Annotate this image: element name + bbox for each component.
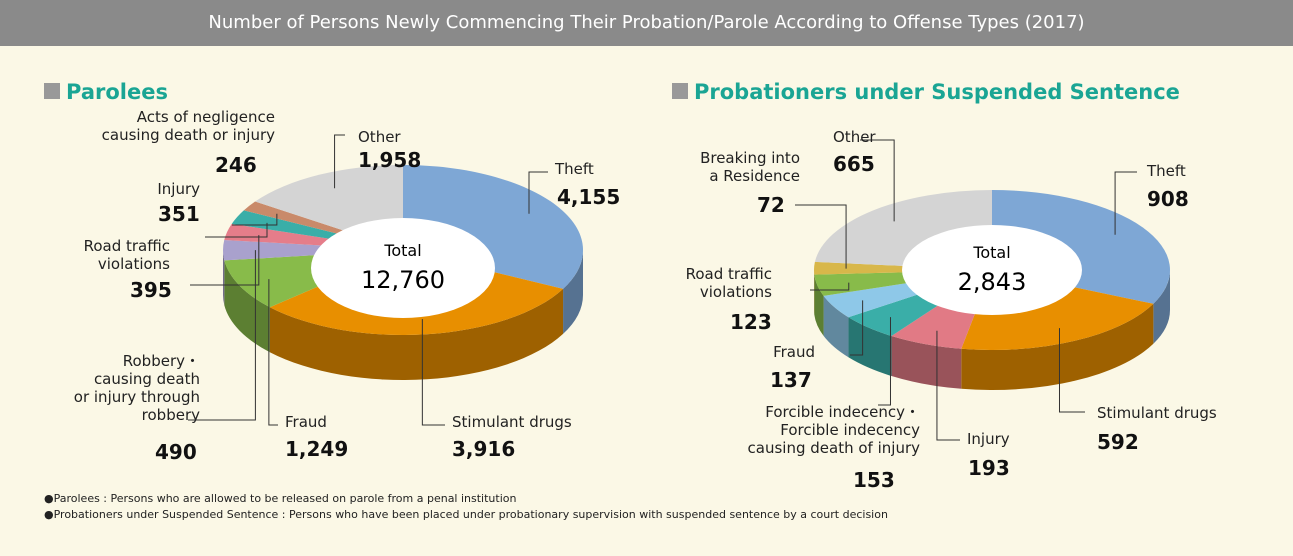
category-label: Acts of negligence causing death or inju…: [101, 108, 275, 144]
leader-line: [936, 330, 960, 441]
slice: [223, 239, 403, 261]
category-label: Injury: [157, 180, 200, 198]
category-label: Stimulant drugs: [1097, 404, 1217, 422]
leader-line: [878, 317, 891, 406]
category-label: Injury: [967, 430, 1010, 448]
category-label: Stimulant drugs: [452, 413, 572, 431]
leader-line: [1114, 171, 1137, 235]
category-label: Other: [833, 128, 876, 146]
total-label: 2,843: [958, 268, 1027, 296]
category-label: Fraud: [285, 413, 327, 431]
center-hole: [902, 225, 1082, 315]
value-label: 193: [968, 456, 1010, 480]
value-label: 1,249: [285, 437, 349, 461]
value-label: 123: [730, 310, 772, 334]
slice-side: [563, 250, 583, 334]
slice-side: [1153, 270, 1170, 344]
leader-line: [860, 139, 895, 222]
value-label: 153: [853, 468, 895, 492]
leader-line: [188, 250, 256, 421]
value-label: 490: [155, 440, 197, 464]
leader-line: [205, 222, 268, 238]
leader-line: [528, 171, 548, 214]
value-label: 246: [215, 153, 257, 177]
category-label: Road traffic violations: [685, 265, 772, 301]
category-label: Robbery・ causing death or injury through…: [73, 352, 200, 424]
slice-side: [848, 317, 892, 377]
leader-line: [268, 279, 278, 426]
slice-side: [961, 303, 1154, 391]
leader-line: [810, 282, 850, 291]
value-label: 665: [833, 152, 875, 176]
value-label: 351: [158, 202, 200, 226]
chart-title: Probationers under Suspended Sentence: [694, 80, 1180, 104]
value-label: 1,958: [358, 148, 422, 172]
slice-side: [224, 260, 270, 353]
category-label: Forcible indecency・ Forcible indecency c…: [747, 403, 920, 457]
header-title: Number of Persons Newly Commencing Their…: [0, 0, 1293, 46]
leader-line: [334, 134, 345, 189]
value-label: 908: [1147, 187, 1189, 211]
category-label: Other: [358, 128, 401, 146]
center-label: Total: [972, 243, 1010, 262]
slice-side: [823, 295, 849, 358]
value-label: 72: [757, 193, 785, 217]
leader-line: [1058, 328, 1085, 413]
category-label: Road traffic violations: [83, 237, 170, 273]
center-hole: [311, 218, 495, 318]
leader-line: [421, 319, 445, 426]
section-title: Probationers under Suspended Sentence: [672, 80, 1180, 104]
footnote: ●Parolees : Persons who are allowed to b…: [44, 492, 517, 505]
total-label: 12,760: [361, 266, 445, 294]
slice-side: [891, 336, 962, 389]
category-label: Breaking into a Residence: [700, 149, 800, 185]
leader-line: [795, 204, 847, 269]
leader-line: [850, 300, 864, 356]
section-title: Parolees: [44, 80, 168, 104]
leader-line: [190, 235, 260, 286]
category-label: Fraud: [773, 343, 815, 361]
value-label: 395: [130, 278, 172, 302]
center-label: Total: [383, 241, 421, 260]
chart-title: Parolees: [66, 80, 168, 104]
slice-side: [223, 250, 225, 306]
value-label: 3,916: [452, 437, 516, 461]
value-label: 137: [770, 368, 812, 392]
footnote: ●Probationers under Suspended Sentence :…: [44, 508, 888, 521]
leader-line: [232, 213, 278, 226]
value-label: 592: [1097, 430, 1139, 454]
value-label: 4,155: [557, 185, 621, 209]
category-label: Theft: [1147, 162, 1186, 180]
category-label: Theft: [555, 160, 594, 178]
slice-side: [269, 288, 564, 381]
